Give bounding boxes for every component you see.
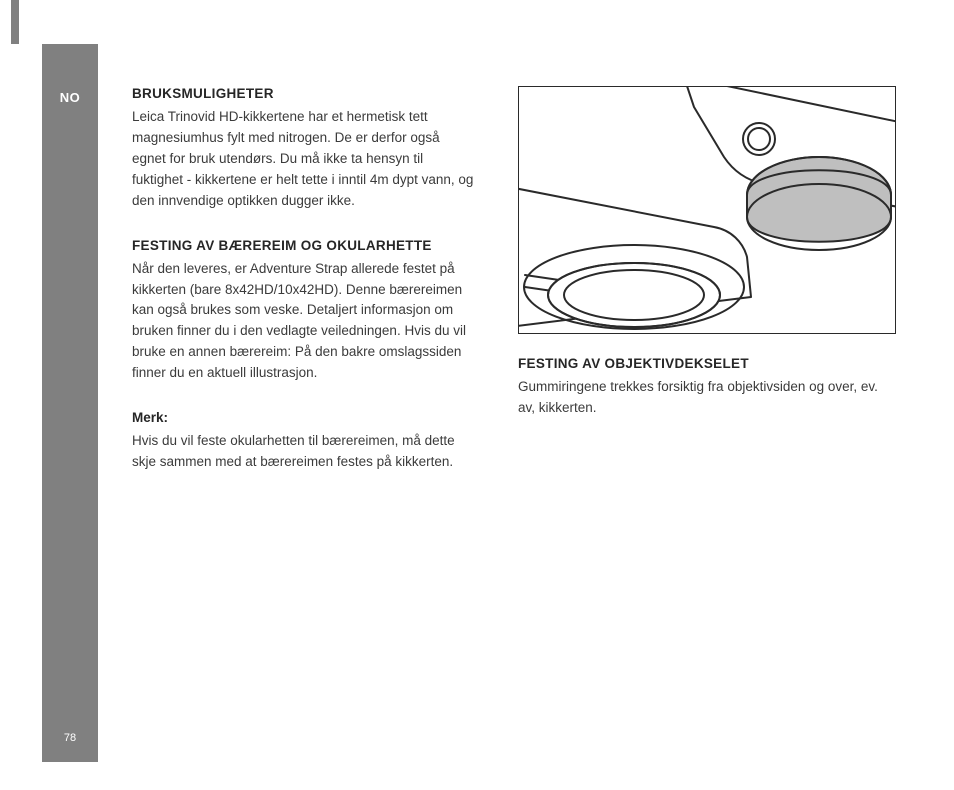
section-bruksmuligheter: BRUKSMULIGHETER Leica Trinovid HD-kikker… xyxy=(132,86,474,212)
illustration-objective-end xyxy=(518,86,896,334)
language-code: NO xyxy=(42,90,98,105)
content-area: BRUKSMULIGHETER Leica Trinovid HD-kikker… xyxy=(132,86,922,499)
note-block: Merk: Hvis du vil feste okularhetten til… xyxy=(132,410,474,473)
section-body: Når den leveres, er Adventure Strap alle… xyxy=(132,259,474,385)
note-body: Hvis du vil feste okularhetten til bærer… xyxy=(132,431,474,473)
section-body: Gummiringene trekkes forsiktig fra objek… xyxy=(518,377,896,419)
binding-strip xyxy=(11,0,19,44)
section-body: Leica Trinovid HD-kikkertene har et herm… xyxy=(132,107,474,212)
binoculars-line-art xyxy=(519,87,896,334)
section-festing-baerereim: FESTING AV BÆREREIM OG OKULARHETTE Når d… xyxy=(132,238,474,385)
section-heading: FESTING AV BÆREREIM OG OKULARHETTE xyxy=(132,238,474,253)
section-heading: BRUKSMULIGHETER xyxy=(132,86,474,101)
sidebar: NO 78 xyxy=(42,44,98,762)
section-festing-objektivdeksel: FESTING AV OBJEKTIVDEKSELET Gummiringene… xyxy=(518,356,896,419)
manual-page: NO 78 BRUKSMULIGHETER Leica Trinovid HD-… xyxy=(0,0,954,790)
page-number: 78 xyxy=(42,732,98,744)
section-heading: FESTING AV OBJEKTIVDEKSELET xyxy=(518,356,896,371)
note-label: Merk: xyxy=(132,410,474,425)
right-column: FESTING AV OBJEKTIVDEKSELET Gummiringene… xyxy=(518,86,896,445)
left-column: BRUKSMULIGHETER Leica Trinovid HD-kikker… xyxy=(132,86,474,499)
